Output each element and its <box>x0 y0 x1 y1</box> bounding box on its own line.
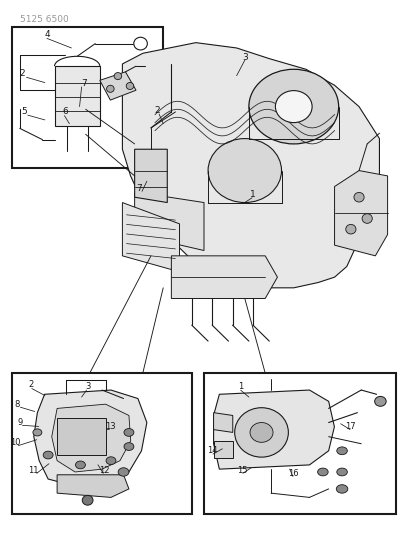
Polygon shape <box>214 441 233 458</box>
Ellipse shape <box>337 468 347 476</box>
Text: 14: 14 <box>207 446 217 455</box>
Polygon shape <box>57 475 129 497</box>
Polygon shape <box>34 390 147 486</box>
Polygon shape <box>135 192 204 251</box>
Ellipse shape <box>106 457 116 465</box>
Ellipse shape <box>336 484 348 493</box>
Text: 12: 12 <box>99 466 109 474</box>
Ellipse shape <box>106 85 114 92</box>
Text: 3: 3 <box>85 382 91 391</box>
Text: 10: 10 <box>10 438 21 447</box>
Ellipse shape <box>249 69 339 144</box>
Ellipse shape <box>114 72 122 79</box>
Text: 1: 1 <box>250 190 256 199</box>
Polygon shape <box>57 418 106 455</box>
Text: 11: 11 <box>28 466 39 474</box>
Text: 7: 7 <box>81 79 86 88</box>
Ellipse shape <box>75 461 85 469</box>
Polygon shape <box>122 43 379 288</box>
Ellipse shape <box>362 214 372 223</box>
Ellipse shape <box>337 447 347 455</box>
Ellipse shape <box>208 139 282 203</box>
Text: 2: 2 <box>154 107 160 115</box>
Text: 13: 13 <box>105 422 115 431</box>
Ellipse shape <box>118 468 129 476</box>
Polygon shape <box>55 66 100 125</box>
Ellipse shape <box>124 429 134 437</box>
Polygon shape <box>171 256 277 298</box>
Text: 1: 1 <box>238 382 243 391</box>
Text: 4: 4 <box>44 30 50 39</box>
Text: 15: 15 <box>237 466 247 474</box>
Polygon shape <box>122 203 180 272</box>
Text: 16: 16 <box>288 469 299 478</box>
Ellipse shape <box>354 192 364 202</box>
Ellipse shape <box>126 83 134 90</box>
Text: 5: 5 <box>22 108 27 116</box>
Ellipse shape <box>346 224 356 234</box>
Ellipse shape <box>82 495 93 505</box>
Polygon shape <box>214 390 335 469</box>
Text: 5125 6500: 5125 6500 <box>20 15 69 24</box>
Text: 6: 6 <box>62 108 68 116</box>
Polygon shape <box>52 404 131 472</box>
Polygon shape <box>335 171 388 256</box>
Ellipse shape <box>250 423 273 442</box>
Text: 3: 3 <box>242 53 248 61</box>
Ellipse shape <box>235 408 288 457</box>
Polygon shape <box>135 149 167 203</box>
Ellipse shape <box>33 429 42 436</box>
Text: 7: 7 <box>137 184 142 192</box>
Ellipse shape <box>124 443 134 450</box>
Text: 2: 2 <box>20 69 25 78</box>
Bar <box>12 373 192 514</box>
Text: 9: 9 <box>18 418 23 426</box>
Ellipse shape <box>375 397 386 406</box>
Polygon shape <box>100 72 136 100</box>
Polygon shape <box>214 413 233 432</box>
Bar <box>12 27 163 168</box>
Bar <box>204 373 396 514</box>
Ellipse shape <box>317 468 328 476</box>
Text: 17: 17 <box>346 422 356 431</box>
Ellipse shape <box>43 451 53 459</box>
Ellipse shape <box>275 91 312 123</box>
Ellipse shape <box>134 37 147 50</box>
Text: 8: 8 <box>14 400 20 408</box>
Text: 2: 2 <box>28 381 33 389</box>
